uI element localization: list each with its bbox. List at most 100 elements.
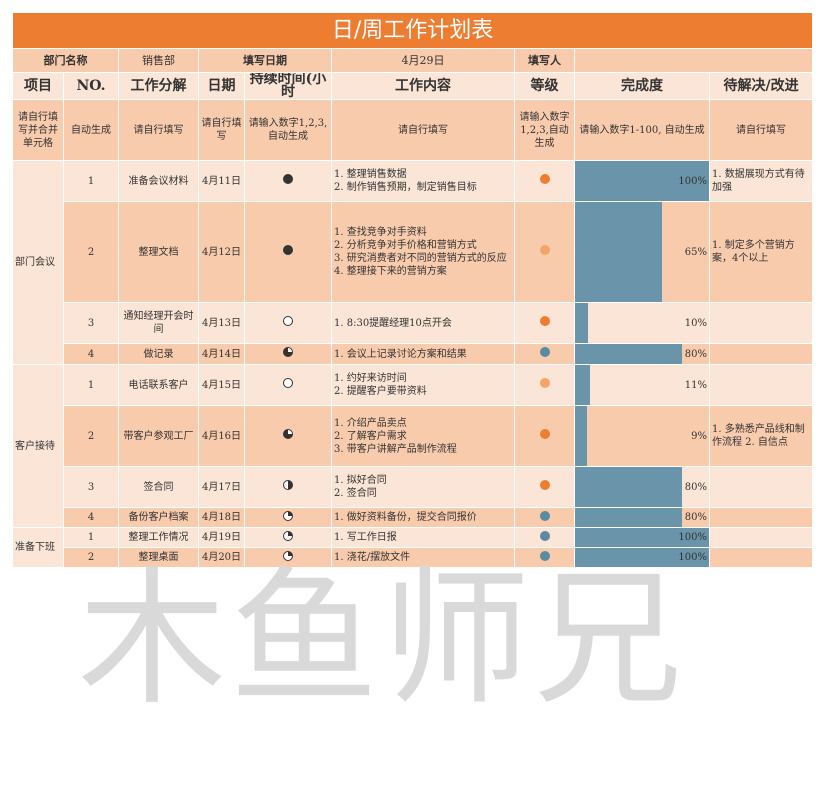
content-cell[interactable]: 1. 介绍产品卖点 2. 了解客户需求 3. 带客户讲解产品制作流程 [331, 405, 515, 467]
column-header: 工作分解 [118, 72, 199, 100]
grade-cell[interactable] [514, 160, 575, 202]
todo-cell[interactable] [708, 364, 814, 406]
progress-cell[interactable]: 80% [574, 507, 710, 528]
content-line: 1. 介绍产品卖点 [334, 417, 407, 429]
date-cell[interactable]: 4月14日 [198, 343, 245, 365]
date-cell[interactable]: 4月18日 [198, 507, 245, 528]
duration-cell[interactable] [244, 201, 332, 303]
progress-cell[interactable]: 9% [574, 405, 710, 467]
progress-bar-fill [575, 365, 590, 405]
task-cell[interactable]: 整理工作情况 [118, 527, 199, 548]
content-line: 2. 提醒客户要带资料 [334, 386, 427, 397]
grade-cell[interactable] [514, 302, 575, 344]
task-cell[interactable]: 签合同 [118, 466, 199, 508]
grade-cell[interactable] [514, 405, 575, 467]
progress-cell[interactable]: 100% [574, 547, 710, 568]
section-label[interactable]: 准备下班 [12, 527, 64, 568]
todo-cell[interactable] [708, 466, 814, 508]
dept-label: 部门名称 [12, 48, 119, 73]
instruction-cell: 请输入数字1,2,3,自动生成 [514, 99, 575, 161]
progress-cell[interactable]: 100% [574, 160, 710, 202]
column-header: NO. [63, 72, 119, 100]
table-row: 4 备份客户档案 4月18日 1. 做好资料备份，提交合同报价 80% [13, 507, 814, 528]
grade-cell[interactable] [514, 507, 575, 528]
content-cell[interactable]: 1. 写工作日报 [331, 527, 515, 548]
progress-bar-fill [575, 467, 683, 507]
progress-cell[interactable]: 80% [574, 466, 710, 508]
task-cell[interactable]: 整理桌面 [118, 547, 199, 568]
duration-cell[interactable] [244, 343, 332, 365]
date-cell[interactable]: 4月15日 [198, 364, 245, 406]
duration-cell[interactable] [244, 405, 332, 467]
todo-cell[interactable]: 1. 制定多个营销方案，4个以上 [708, 201, 814, 303]
todo-cell[interactable] [708, 343, 814, 365]
grade-cell[interactable] [514, 466, 575, 508]
date-cell[interactable]: 4月16日 [198, 405, 245, 467]
row-number: 2 [63, 547, 119, 568]
content-cell[interactable]: 1. 拟好合同 2. 签合同 [331, 466, 515, 508]
todo-cell[interactable] [708, 507, 814, 528]
todo-cell[interactable] [708, 302, 814, 344]
grade-cell[interactable] [514, 364, 575, 406]
progress-percent: 100% [678, 552, 707, 563]
duration-cell[interactable] [244, 547, 332, 568]
todo-cell[interactable]: 1. 多熟悉产品线和制作流程 2. 自信点 [708, 405, 814, 467]
column-header: 日期 [198, 72, 245, 100]
task-cell[interactable]: 带客户参观工厂 [118, 405, 199, 467]
duration-cell[interactable] [244, 160, 332, 202]
instruction-cell: 请输入数字1-100, 自动生成 [574, 99, 710, 161]
row-number: 1 [63, 160, 119, 202]
date-value[interactable]: 4月29日 [331, 48, 515, 73]
task-cell[interactable]: 做记录 [118, 343, 199, 365]
date-cell[interactable]: 4月12日 [198, 201, 245, 303]
content-cell[interactable]: 1. 整理销售数据 2. 制作销售预期，制定销售目标 [331, 160, 515, 202]
section-label[interactable]: 客户接待 [12, 364, 64, 528]
task-cell[interactable]: 准备会议材料 [118, 160, 199, 202]
grade-cell[interactable] [514, 527, 575, 548]
content-cell[interactable]: 1. 约好来访时间 2. 提醒客户要带资料 [331, 364, 515, 406]
instruction-cell: 请自行填写 [708, 99, 814, 161]
content-cell[interactable]: 1. 做好资料备份，提交合同报价 [331, 507, 515, 528]
progress-cell[interactable]: 11% [574, 364, 710, 406]
task-cell[interactable]: 电话联系客户 [118, 364, 199, 406]
task-cell[interactable]: 通知经理开会时间 [118, 302, 199, 344]
date-cell[interactable]: 4月11日 [198, 160, 245, 202]
grade-cell[interactable] [514, 343, 575, 365]
progress-cell[interactable]: 10% [574, 302, 710, 344]
duration-cell[interactable] [244, 527, 332, 548]
date-cell[interactable]: 4月20日 [198, 547, 245, 568]
todo-cell[interactable]: 1. 数据展现方式有待加强 [708, 160, 814, 202]
date-cell[interactable]: 4月17日 [198, 466, 245, 508]
grade-orange-light-circle-icon [539, 378, 550, 388]
todo-cell[interactable] [708, 527, 814, 548]
content-cell[interactable]: 1. 浇花/摆放文件 [331, 547, 515, 568]
todo-cell[interactable] [708, 547, 814, 568]
duration-cell[interactable] [244, 507, 332, 528]
progress-bar-fill [575, 303, 589, 343]
harvey-ball-empty-icon [283, 378, 293, 388]
date-cell[interactable]: 4月13日 [198, 302, 245, 344]
grade-cell[interactable] [514, 201, 575, 303]
progress-cell[interactable]: 80% [574, 343, 710, 365]
dept-value[interactable]: 销售部 [118, 48, 199, 73]
row-number: 1 [63, 527, 119, 548]
content-line: 1. 写工作日报 [334, 532, 397, 543]
duration-cell[interactable] [244, 302, 332, 344]
harvey-ball-full-icon [283, 174, 293, 184]
date-cell[interactable]: 4月19日 [198, 527, 245, 548]
content-cell[interactable]: 1. 查找竞争对手资料 2. 分析竞争对手价格和营销方式 3. 研究消费者对不同的营… [331, 201, 515, 303]
grade-cell[interactable] [514, 547, 575, 568]
progress-cell[interactable]: 65% [574, 201, 710, 303]
progress-cell[interactable]: 100% [574, 527, 710, 548]
content-cell[interactable]: 1. 会议上记录讨论方案和结果 [331, 343, 515, 365]
task-cell[interactable]: 备份客户档案 [118, 507, 199, 528]
task-cell[interactable]: 整理文档 [118, 201, 199, 303]
duration-cell[interactable] [244, 466, 332, 508]
duration-cell[interactable] [244, 364, 332, 406]
content-line: 1. 整理销售数据 [334, 169, 407, 180]
column-header: 项目 [12, 72, 64, 100]
table-row: 准备下班 1 整理工作情况 4月19日 1. 写工作日报 100% [12, 527, 814, 568]
section-label[interactable]: 部门会议 [12, 160, 64, 365]
content-cell[interactable]: 1. 8:30提醒经理10点开会 [331, 302, 515, 344]
filler-value[interactable] [573, 48, 814, 73]
